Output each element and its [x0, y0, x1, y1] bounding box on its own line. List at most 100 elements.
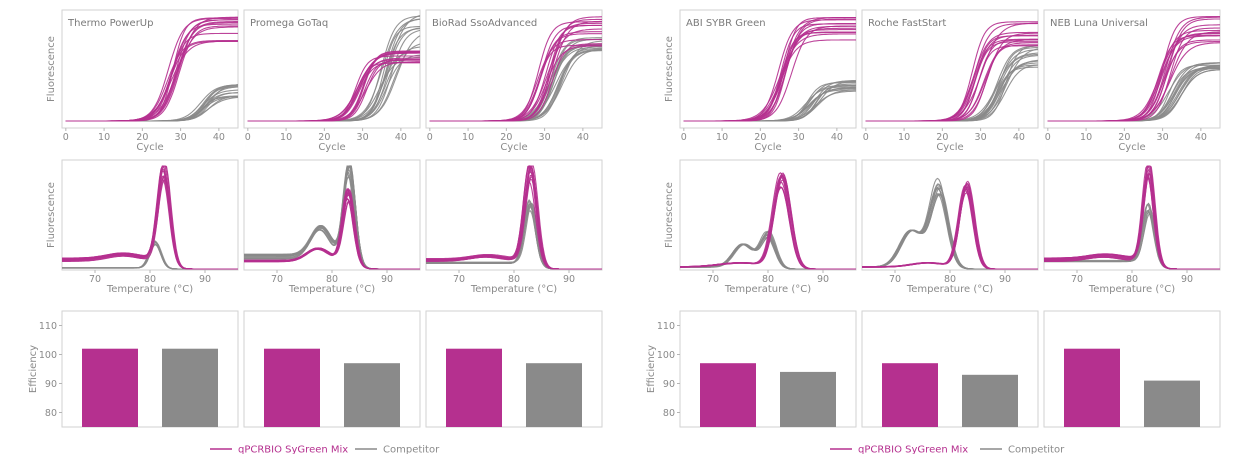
- x-tick-label: 90: [563, 274, 575, 285]
- x-tick-label: 40: [395, 132, 407, 143]
- y-tick-label: 110: [657, 321, 675, 332]
- primary-efficiency-bar: [82, 348, 138, 427]
- x-tick-label: 80: [944, 274, 956, 285]
- x-tick-label: 0: [63, 132, 69, 143]
- y-tick-label: 100: [39, 350, 57, 361]
- primary-melt-curve: [680, 182, 856, 270]
- x-tick-label: 20: [936, 132, 948, 143]
- y-tick-label: 80: [45, 408, 57, 419]
- primary-efficiency-bar: [446, 348, 502, 427]
- melt-panel: 70 80 90 Temperature (°C) Fluorescence: [664, 159, 857, 295]
- x-tick-label: 70: [89, 274, 101, 285]
- primary-amplification-curve: [247, 50, 420, 122]
- amplification-panel: 0 10 20 30 40 Cycle NEB Luna Universal: [1043, 9, 1221, 153]
- x-tick-label: 10: [98, 132, 110, 143]
- x-tick-label: 90: [381, 274, 393, 285]
- x-tick-label: 10: [716, 132, 728, 143]
- primary-melt-curve: [62, 165, 238, 270]
- primary-efficiency-bar: [700, 363, 756, 427]
- efficiency-panel: [243, 310, 421, 428]
- efficiency-panel: 80 90 100 110 Efficiency: [646, 310, 857, 428]
- x-tick-label: 80: [1126, 274, 1138, 285]
- competitor-efficiency-bar: [780, 371, 836, 427]
- x-tick-label: 0: [681, 132, 687, 143]
- x-tick-label: 20: [500, 132, 512, 143]
- x-tick-label: 0: [245, 132, 251, 143]
- y-axis-label: Efficiency: [646, 345, 657, 393]
- amplification-panel: 0 10 20 30 40 Cycle BioRad SsoAdvanced: [425, 9, 603, 153]
- amplification-panel: 0 10 20 30 40 Cycle Roche FastStart: [861, 9, 1039, 153]
- x-tick-label: 30: [975, 132, 987, 143]
- x-tick-label: 40: [1195, 132, 1207, 143]
- x-tick-label: 90: [999, 274, 1011, 285]
- y-axis-label: Fluorescence: [664, 36, 675, 102]
- efficiency-panel: [1043, 310, 1221, 428]
- melt-panel: 70 80 90 Temperature (°C): [425, 159, 603, 295]
- x-axis-label: Cycle: [1118, 142, 1145, 153]
- competitor-efficiency-bar: [1144, 380, 1200, 427]
- y-tick-label: 100: [657, 350, 675, 361]
- melt-panel: 70 80 90 Temperature (°C) Fluorescence: [46, 159, 239, 295]
- panel-frame: [425, 159, 603, 271]
- primary-melt-curve: [244, 191, 420, 270]
- x-axis-label: Temperature (°C): [106, 284, 193, 295]
- x-tick-label: 70: [889, 274, 901, 285]
- amplification-panel: 0 10 20 30 40 Cycle Promega GoTaq: [243, 9, 421, 153]
- x-tick-label: 30: [357, 132, 369, 143]
- panel-title: Thermo PowerUp: [67, 18, 153, 29]
- x-tick-label: 70: [271, 274, 283, 285]
- x-tick-label: 0: [427, 132, 433, 143]
- x-tick-label: 20: [318, 132, 330, 143]
- panel-title: ABI SYBR Green: [686, 18, 766, 29]
- y-tick-label: 110: [39, 321, 57, 332]
- primary-melt-curve: [862, 189, 1038, 270]
- legend-label-competitor: Competitor: [1008, 445, 1065, 454]
- primary-amplification-curve: [683, 39, 856, 122]
- legend-label-competitor: Competitor: [383, 445, 440, 454]
- panel-frame: [243, 159, 421, 271]
- x-tick-label: 80: [762, 274, 774, 285]
- x-tick-label: 30: [1157, 132, 1169, 143]
- panel-frame: [1043, 159, 1221, 271]
- panel-title: NEB Luna Universal: [1050, 18, 1148, 29]
- primary-amplification-curve: [1047, 39, 1220, 122]
- primary-efficiency-bar: [264, 348, 320, 427]
- x-tick-label: 90: [199, 274, 211, 285]
- x-tick-label: 10: [1080, 132, 1092, 143]
- melt-panel: 70 80 90 Temperature (°C): [861, 159, 1039, 295]
- x-tick-label: 30: [793, 132, 805, 143]
- primary-amplification-curve: [429, 16, 602, 122]
- legend-label-primary: qPCRBIO SyGreen Mix: [238, 445, 348, 454]
- primary-efficiency-bar: [1064, 348, 1120, 427]
- y-axis-label: Fluorescence: [46, 182, 57, 248]
- panel-grid: 0 10 20 30 40 Cycle Fluorescence Thermo PowerUp…: [28, 9, 1221, 428]
- x-axis-label: Temperature (°C): [1088, 284, 1175, 295]
- primary-amplification-curve: [865, 45, 1038, 122]
- x-tick-label: 30: [175, 132, 187, 143]
- x-tick-label: 40: [831, 132, 843, 143]
- x-tick-label: 90: [817, 274, 829, 285]
- panel-title: BioRad SsoAdvanced: [432, 18, 537, 29]
- x-tick-label: 10: [898, 132, 910, 143]
- primary-amplification-curve: [65, 19, 238, 122]
- y-axis-label: Efficiency: [28, 345, 39, 393]
- x-tick-label: 20: [136, 132, 148, 143]
- x-axis-label: Temperature (°C): [724, 284, 811, 295]
- primary-melt-curve: [426, 170, 602, 270]
- y-axis-label: Fluorescence: [46, 36, 57, 102]
- x-tick-label: 40: [1013, 132, 1025, 143]
- competitor-efficiency-bar: [162, 348, 218, 427]
- melt-panel: 70 80 90 Temperature (°C): [243, 159, 421, 295]
- x-tick-label: 70: [1071, 274, 1083, 285]
- x-tick-label: 20: [754, 132, 766, 143]
- panel-frame: [861, 9, 1039, 129]
- panel-frame: [425, 9, 603, 129]
- x-tick-label: 0: [863, 132, 869, 143]
- primary-efficiency-bar: [882, 363, 938, 427]
- legend-label-primary: qPCRBIO SyGreen Mix: [858, 445, 968, 454]
- x-tick-label: 0: [1045, 132, 1051, 143]
- panel-frame: [1043, 9, 1221, 129]
- y-tick-label: 90: [663, 379, 675, 390]
- x-axis-label: Cycle: [136, 142, 163, 153]
- x-tick-label: 20: [1118, 132, 1130, 143]
